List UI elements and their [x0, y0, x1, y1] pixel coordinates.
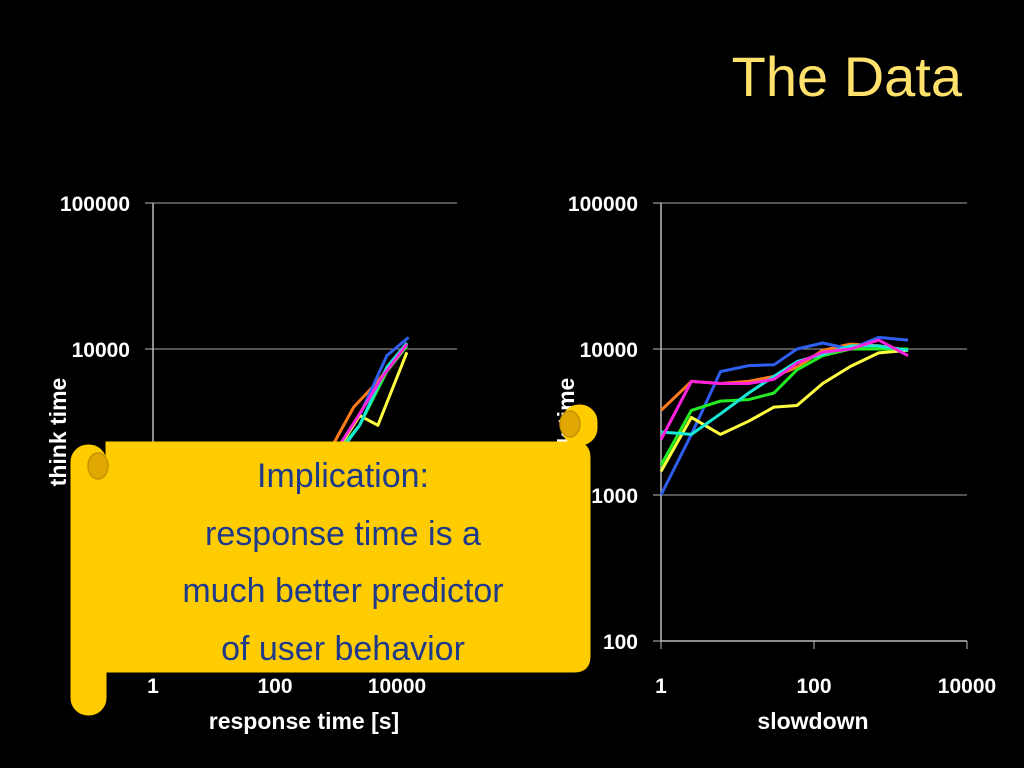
series-line-6: [659, 338, 909, 441]
x-tick-label: 100: [796, 675, 831, 698]
x-tick-label: 1: [655, 675, 667, 698]
y-tick-label: 1000: [591, 485, 638, 508]
x-axis-label: response time [s]: [209, 708, 399, 734]
series-line-1: [659, 342, 909, 412]
x-tick-label: 10000: [368, 675, 426, 698]
x-axis-label: slowdown: [757, 708, 868, 734]
y-axis-label: think time: [45, 378, 71, 487]
y-tick-label: 10000: [580, 339, 638, 362]
slide-title: The Data: [731, 45, 962, 108]
series-line-4: [659, 347, 909, 466]
callout-line: of user behavior: [221, 629, 465, 668]
callout-line: response time is a: [205, 514, 481, 553]
y-tick-label: 100000: [60, 193, 130, 216]
x-tick-label: 1: [147, 675, 159, 698]
scroll-left-roll: [70, 444, 107, 716]
chart-slowdown: 100000 10000 1000 100 1 100 10000 slowdo…: [553, 193, 996, 734]
series-line-2: [659, 335, 909, 496]
x-tick-label: 100: [257, 675, 292, 698]
callout-line: much better predictor: [182, 572, 504, 610]
series-group: [659, 335, 909, 496]
y-tick-label: 100: [603, 631, 638, 654]
callout-text: Implication: response time is a much bet…: [108, 448, 578, 678]
y-tick-label: 10000: [72, 339, 130, 362]
scroll-right-curl: [559, 410, 581, 438]
scroll-left-curl: [87, 452, 109, 480]
y-tick-label: 100000: [568, 193, 638, 216]
scroll-callout-shape: [70, 404, 598, 716]
x-tick-label: 10000: [938, 675, 996, 698]
callout-line: Implication:: [257, 457, 429, 495]
